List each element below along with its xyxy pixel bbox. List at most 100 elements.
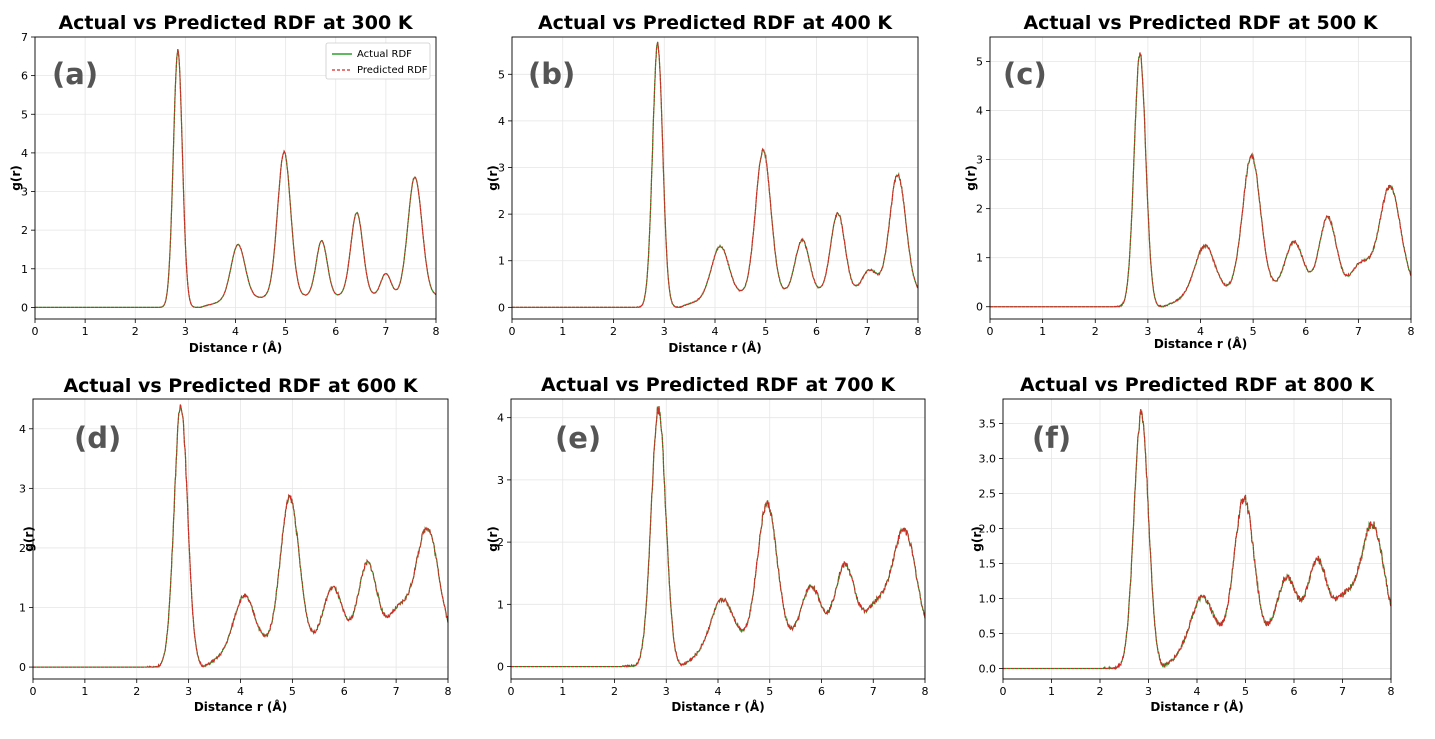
panel-label: (e): [555, 421, 601, 455]
y-tick-label: 3.5: [979, 418, 997, 431]
y-tick-label: 7: [21, 31, 28, 44]
series-line-predicted-rdf: [512, 41, 919, 309]
y-tick-label: 1: [497, 598, 504, 611]
x-tick-label: 3: [1144, 325, 1151, 338]
y-tick-label: 0.0: [979, 663, 997, 676]
x-tick-label: 3: [182, 325, 189, 338]
y-tick-label: 3.0: [979, 453, 997, 466]
x-axis-label: Distance r (Å): [189, 340, 282, 355]
x-axis-label: Distance r (Å): [668, 340, 761, 355]
series-line-predicted-rdf: [33, 404, 449, 669]
x-tick-label: 0: [30, 685, 37, 698]
x-tick-label: 6: [332, 325, 339, 338]
x-tick-label: 1: [82, 325, 89, 338]
legend-entry-actual: Actual RDF: [357, 49, 412, 60]
y-tick-label: 2: [497, 536, 504, 549]
y-tick-label: 2: [976, 203, 983, 216]
x-tick-label: 2: [611, 685, 618, 698]
panel-label: (a): [52, 57, 98, 91]
x-tick-label: 7: [1339, 685, 1346, 698]
x-tick-label: 5: [766, 685, 773, 698]
y-tick-label: 1: [498, 255, 505, 268]
x-tick-label: 7: [393, 685, 400, 698]
x-tick-label: 1: [1048, 685, 1055, 698]
x-tick-label: 0: [508, 685, 515, 698]
x-tick-label: 5: [289, 685, 296, 698]
y-tick-label: 0: [976, 301, 983, 314]
x-tick-label: 4: [1194, 685, 1201, 698]
x-tick-label: 2: [132, 325, 139, 338]
legend-entry-predicted: Predicted RDF: [357, 65, 428, 76]
x-tick-label: 5: [282, 325, 289, 338]
x-tick-label: 2: [133, 685, 140, 698]
x-tick-label: 5: [1242, 685, 1249, 698]
x-axis-label: Distance r (Å): [1150, 699, 1243, 714]
x-axis-label: Distance r (Å): [1154, 336, 1247, 351]
x-tick-label: 6: [818, 685, 825, 698]
y-tick-label: 0: [497, 661, 504, 674]
chart-panel: 0 1 2 3 4 5 6 7 8 0 1 2 3 4 5 Actual vs Predicted RDF a…: [964, 12, 1415, 351]
y-tick-label: 5: [21, 108, 28, 121]
y-tick-label: 1.5: [979, 558, 997, 571]
y-tick-label: 5: [498, 68, 505, 81]
x-tick-label: 3: [185, 685, 192, 698]
x-tick-label: 0: [1000, 685, 1007, 698]
y-axis-label: g(r): [970, 526, 984, 551]
panel-label: (d): [74, 421, 121, 455]
y-tick-label: 0: [21, 301, 28, 314]
x-tick-label: 0: [32, 325, 39, 338]
y-tick-label: 6: [21, 70, 28, 83]
chart-title: Actual vs Predicted RDF at 400 K: [538, 12, 893, 34]
y-tick-label: 0: [498, 301, 505, 314]
y-tick-label: 2: [21, 224, 28, 237]
x-tick-label: 4: [715, 685, 722, 698]
x-tick-label: 1: [81, 685, 88, 698]
y-tick-label: 0: [19, 661, 26, 674]
y-tick-label: 5: [976, 56, 983, 69]
x-tick-label: 8: [915, 325, 922, 338]
x-tick-label: 7: [382, 325, 389, 338]
legend: Actual RDF Predicted RDF: [325, 42, 431, 80]
y-tick-label: 4: [21, 147, 28, 160]
y-tick-label: 4: [497, 412, 504, 425]
panel-label: (b): [528, 57, 575, 91]
x-axis-label: Distance r (Å): [671, 699, 764, 714]
chart-title: Actual vs Predicted RDF at 600 K: [63, 375, 418, 397]
panel-label: (f): [1032, 421, 1071, 455]
x-tick-label: 2: [610, 325, 617, 338]
x-tick-label: 3: [661, 325, 668, 338]
legend-box: [325, 42, 431, 80]
y-tick-label: 1: [21, 263, 28, 276]
y-tick-label: 4: [19, 423, 26, 436]
x-tick-label: 0: [509, 325, 516, 338]
x-tick-label: 5: [762, 325, 769, 338]
x-tick-label: 0: [987, 325, 994, 338]
x-tick-label: 4: [232, 325, 239, 338]
x-tick-label: 1: [559, 325, 566, 338]
series-line-predicted-rdf: [35, 49, 437, 308]
y-axis-label: g(r): [22, 526, 36, 551]
y-tick-label: 2.5: [979, 488, 997, 501]
x-tick-label: 2: [1097, 685, 1104, 698]
x-tick-label: 2: [1092, 325, 1099, 338]
y-tick-label: 0.5: [979, 628, 997, 641]
y-tick-label: 2: [19, 542, 26, 555]
y-tick-label: 3: [19, 482, 26, 495]
y-tick-label: 4: [498, 115, 505, 128]
x-tick-label: 8: [1388, 685, 1395, 698]
y-axis-label: g(r): [486, 526, 500, 551]
chart-panel: 0 1 2 3 4 5 6 7 8 0 1 2 3 4 Actual vs Predicted RDF at…: [19, 375, 452, 714]
x-tick-label: 7: [1355, 325, 1362, 338]
y-axis-label: g(r): [486, 165, 500, 190]
series-line-predicted-rdf: [511, 406, 926, 668]
x-tick-label: 3: [1145, 685, 1152, 698]
chart-title: Actual vs Predicted RDF at 500 K: [1023, 12, 1378, 34]
x-tick-label: 5: [1250, 325, 1257, 338]
chart-panel: 0 1 2 3 4 5 6 7 8 0 1 2 3 4 5 6 7 Actual vs Predicted RDF…: [9, 12, 440, 355]
x-tick-label: 7: [864, 325, 871, 338]
y-tick-label: 3: [497, 474, 504, 487]
series-line-predicted-rdf: [990, 52, 1412, 308]
y-tick-label: 2: [498, 208, 505, 221]
x-tick-label: 6: [1302, 325, 1309, 338]
